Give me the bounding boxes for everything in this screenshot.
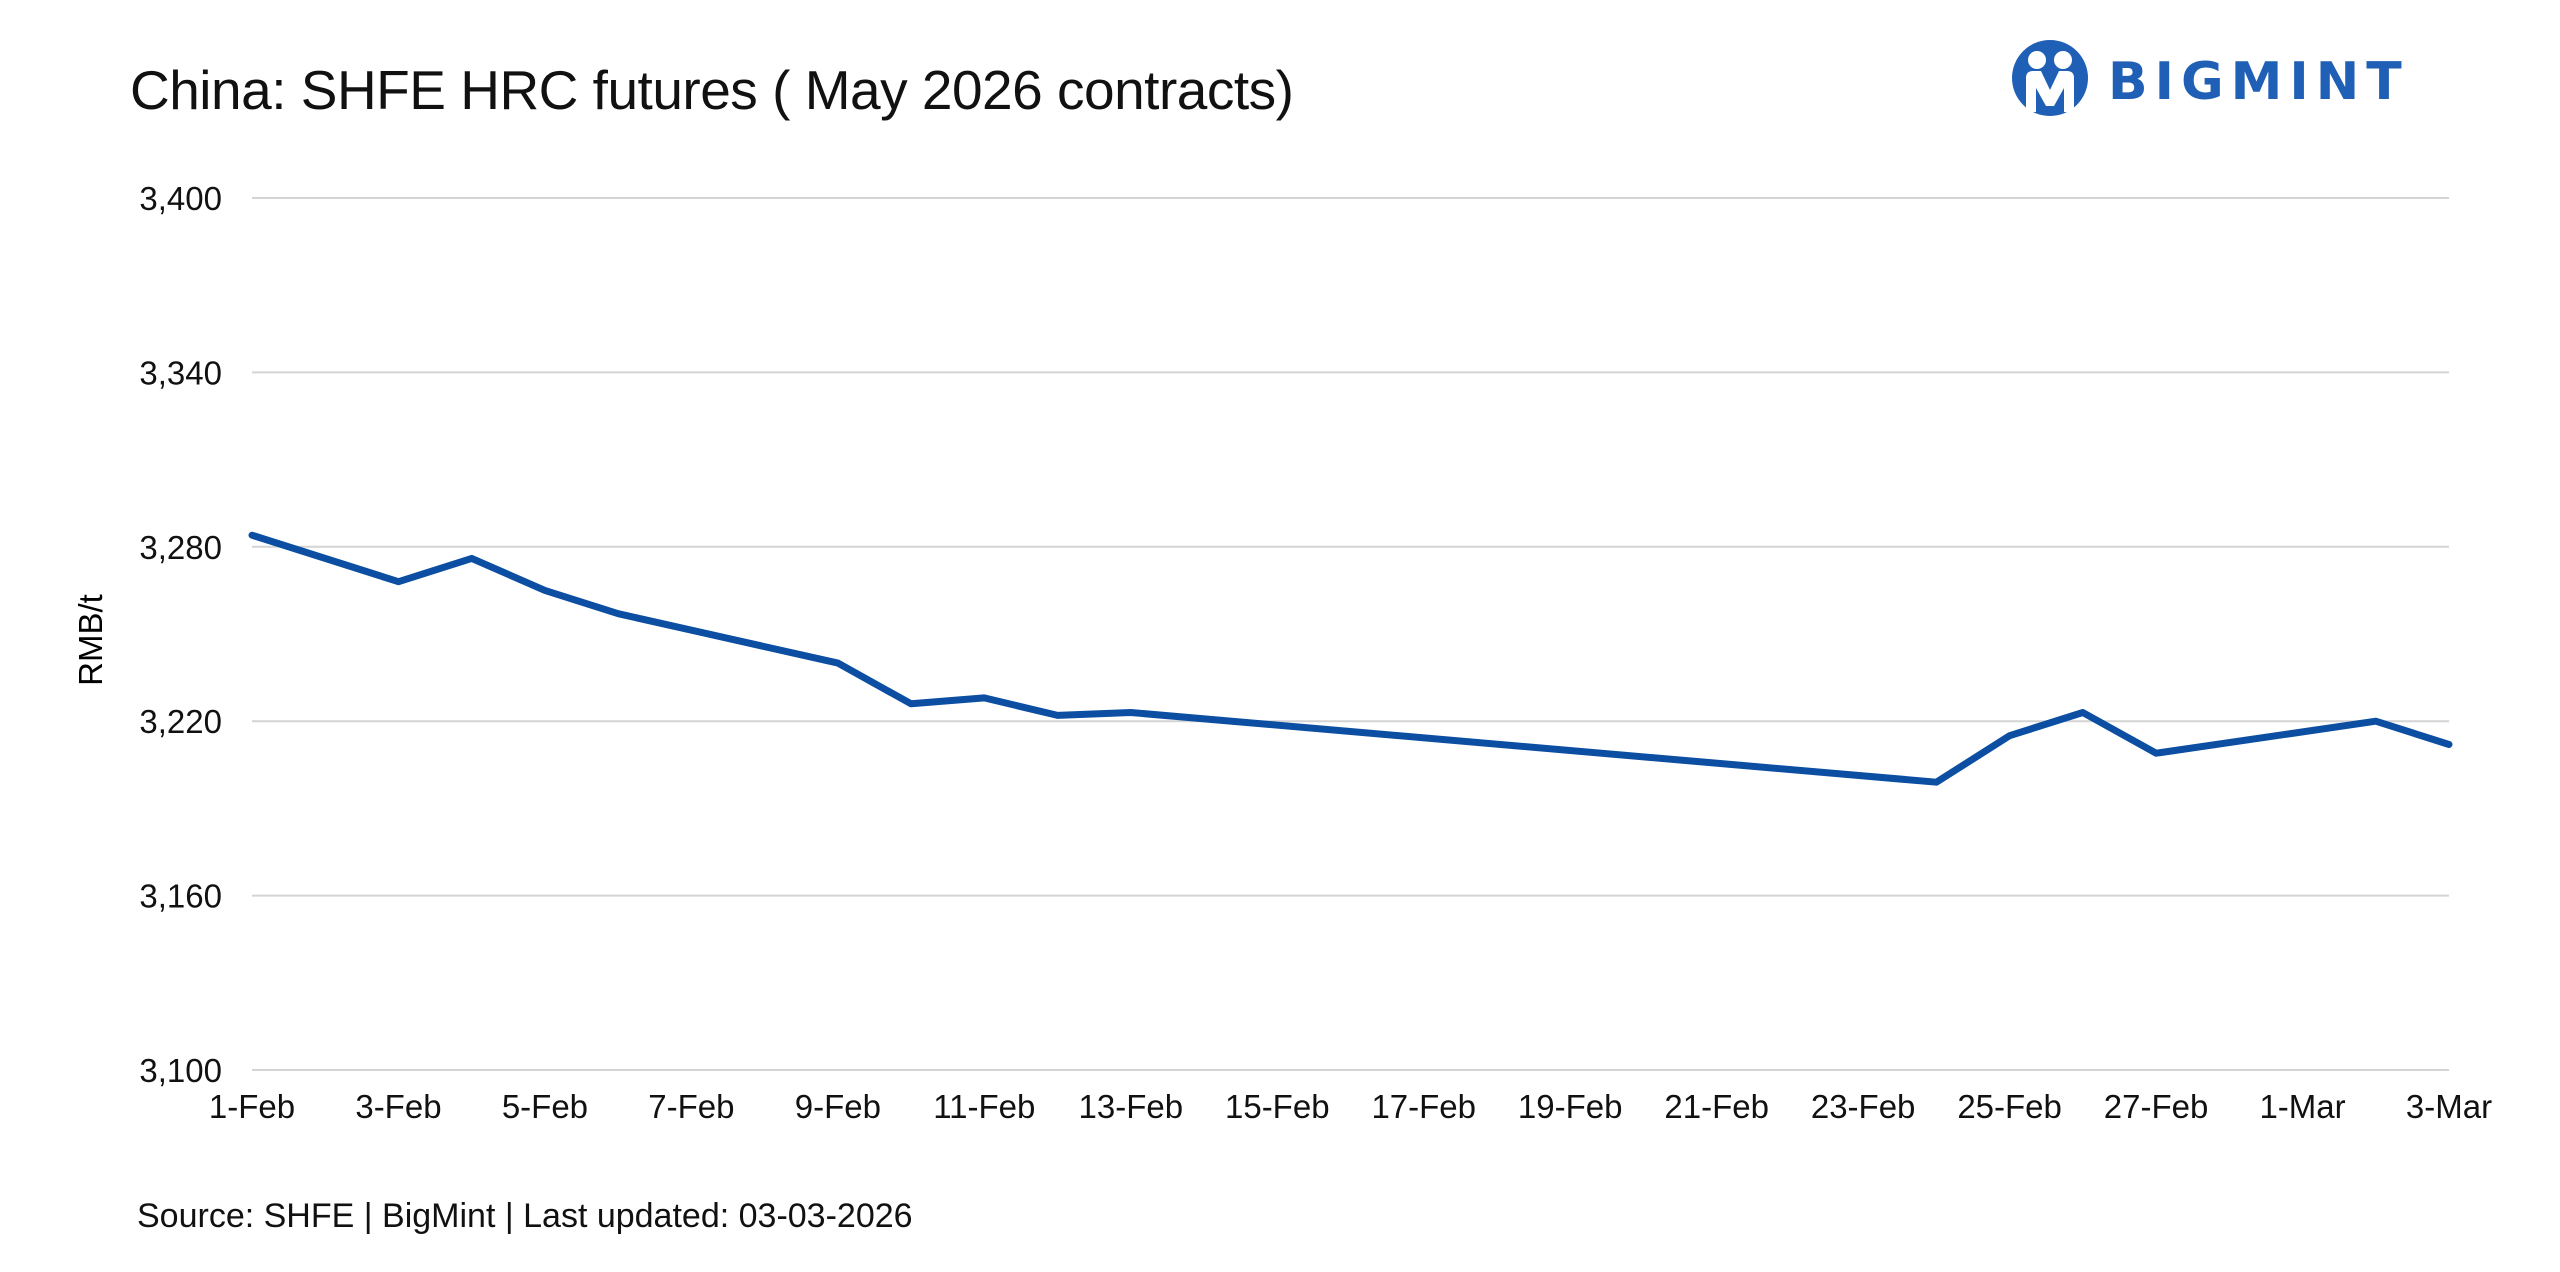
bigmint-logo-text: BIGMINT	[2108, 52, 2409, 112]
y-axis-label: RMB/t	[72, 594, 109, 686]
x-axis-ticks: 1-Feb 3-Feb 5-Feb 7-Feb 9-Feb 11-Feb 13-Feb 15-…	[209, 1088, 2492, 1125]
x-tick-label: 19-Feb	[1518, 1088, 1623, 1125]
x-tick-label: 15-Feb	[1225, 1088, 1330, 1125]
y-tick-label: 3,280	[139, 529, 222, 566]
line-chart: 3,100 3,160 3,220 3,280 3,340 3,400 1-Feb 3-Fe…	[72, 180, 2492, 1125]
x-tick-label: 23-Feb	[1811, 1088, 1916, 1125]
x-tick-label: 3-Mar	[2406, 1088, 2492, 1125]
chart-title: China: SHFE HRC futures ( May 2026 contr…	[130, 59, 1294, 121]
y-tick-label: 3,100	[139, 1052, 222, 1089]
x-tick-label: 13-Feb	[1079, 1088, 1184, 1125]
x-tick-label: 5-Feb	[502, 1088, 588, 1125]
y-axis-ticks: 3,100 3,160 3,220 3,280 3,340 3,400	[139, 180, 222, 1089]
x-tick-label: 25-Feb	[1957, 1088, 2062, 1125]
y-tick-label: 3,340	[139, 354, 222, 391]
x-tick-label: 11-Feb	[933, 1088, 1035, 1125]
x-tick-label: 27-Feb	[2104, 1088, 2209, 1125]
x-tick-label: 1-Mar	[2259, 1088, 2345, 1125]
x-tick-label: 3-Feb	[355, 1088, 441, 1125]
y-tick-label: 3,160	[139, 878, 222, 915]
bigmint-logo: BIGMINT	[2010, 38, 2430, 120]
price-series-line	[248, 531, 2453, 786]
gridlines	[252, 197, 2449, 1071]
x-tick-label: 17-Feb	[1371, 1088, 1476, 1125]
x-tick-label: 9-Feb	[795, 1088, 881, 1125]
bigmint-logo-icon	[2012, 40, 2088, 116]
x-tick-label: 1-Feb	[209, 1088, 295, 1125]
y-tick-label: 3,400	[139, 180, 222, 217]
x-tick-label: 21-Feb	[1664, 1088, 1769, 1125]
y-tick-label: 3,220	[139, 703, 222, 740]
source-note: Source: SHFE | BigMint | Last updated: 0…	[137, 1197, 913, 1235]
x-tick-label: 7-Feb	[648, 1088, 734, 1125]
